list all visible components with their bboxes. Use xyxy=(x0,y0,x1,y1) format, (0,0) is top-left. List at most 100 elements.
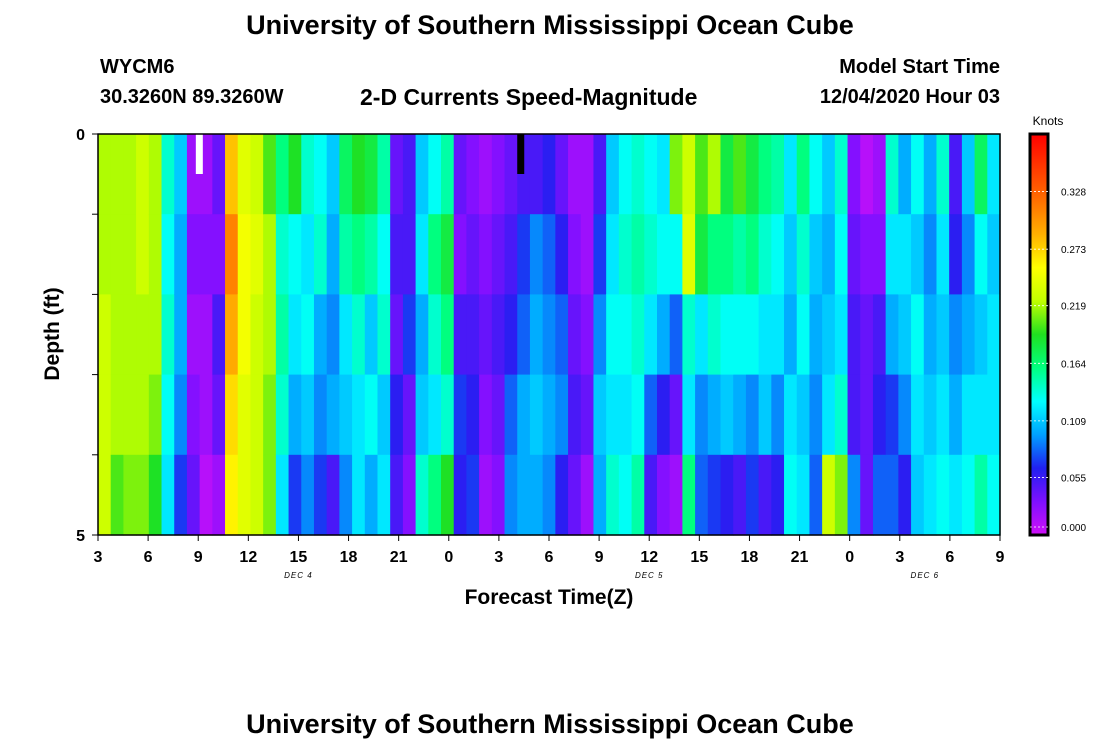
heatmap-cell xyxy=(352,214,366,295)
heatmap-cell xyxy=(593,374,607,456)
heatmap-cell xyxy=(656,294,671,376)
heatmap-cell xyxy=(961,294,976,376)
heatmap-cell xyxy=(390,214,404,295)
heatmap-cell xyxy=(911,134,925,215)
heatmap-cell xyxy=(669,214,683,295)
heatmap-cell xyxy=(847,374,861,456)
heatmap-cell xyxy=(364,214,379,295)
heatmap-cell xyxy=(644,214,658,295)
heatmap-cell xyxy=(136,374,150,456)
heatmap-cell xyxy=(834,294,849,376)
heatmap-cell xyxy=(606,374,620,456)
heatmap-cell xyxy=(237,454,252,536)
x-tick-label: 21 xyxy=(791,549,809,566)
heatmap-cell xyxy=(491,374,506,456)
heatmap-cell xyxy=(606,294,620,376)
x-axis-label: Forecast Time(Z) xyxy=(465,586,634,609)
x-tick-label: 12 xyxy=(640,549,658,566)
heatmap-cell xyxy=(669,294,683,376)
heatmap-cell xyxy=(974,134,988,215)
heatmap-cell xyxy=(275,454,290,536)
heatmap-cell xyxy=(339,454,353,536)
heatmap-cell xyxy=(364,294,379,376)
heatmap-cell xyxy=(402,454,417,536)
heatmap-cell xyxy=(479,454,493,536)
heatmap-cell xyxy=(275,214,290,295)
heatmap-cell xyxy=(987,454,1001,536)
heatmap-cell xyxy=(491,294,506,376)
heatmap-cell xyxy=(961,134,976,215)
colorbar-label: Knots xyxy=(1033,114,1064,128)
heatmap-cell xyxy=(504,374,518,456)
heatmap-cell xyxy=(441,214,455,295)
heatmap-cell xyxy=(745,294,760,376)
heatmap-cell xyxy=(860,294,874,376)
heatmap-cell xyxy=(237,134,252,215)
heatmap-cell xyxy=(682,454,696,536)
heatmap-cell xyxy=(568,214,582,295)
heatmap-cell xyxy=(631,214,645,295)
colorbar-tick-label: 0.109 xyxy=(1061,417,1086,428)
footer-title: University of Southern Mississippi Ocean… xyxy=(246,709,854,739)
heatmap-cell xyxy=(275,374,290,456)
heatmap-cell xyxy=(237,294,252,376)
heatmap-cell xyxy=(339,134,353,215)
heatmap-cell xyxy=(263,374,277,456)
x-tick-label: 0 xyxy=(444,549,453,566)
missing-data-marker xyxy=(195,134,203,174)
heatmap-cell xyxy=(885,134,899,215)
heatmap-cell xyxy=(860,454,874,536)
heatmap-cell xyxy=(568,374,582,456)
heatmap-cell xyxy=(923,134,938,215)
x-tick-label: 9 xyxy=(194,549,203,566)
heatmap-cell xyxy=(517,454,531,536)
heatmap-cell xyxy=(542,214,556,295)
heatmap-cell xyxy=(390,294,404,376)
heatmap-cell xyxy=(136,134,150,215)
heatmap-cell xyxy=(161,294,175,376)
heatmap-cell xyxy=(809,454,823,536)
heatmap-cell xyxy=(123,134,137,215)
heatmap-cell xyxy=(606,214,620,295)
heatmap-cells xyxy=(98,134,1001,536)
heatmap-cell xyxy=(161,454,175,536)
heatmap-cell xyxy=(644,454,658,536)
heatmap-cell xyxy=(784,454,798,536)
heatmap-cell xyxy=(263,134,277,215)
heatmap-cell xyxy=(885,214,899,295)
heatmap-cell xyxy=(745,214,760,295)
heatmap-cell xyxy=(339,374,353,456)
heatmap-cell xyxy=(707,134,722,215)
heatmap-cell xyxy=(186,454,201,536)
heatmap-cell xyxy=(199,214,213,295)
colorbar-tick-label: 0.328 xyxy=(1061,188,1086,199)
y-tick-label: 5 xyxy=(76,528,85,545)
heatmap-cell xyxy=(847,454,861,536)
heatmap-cell xyxy=(695,294,709,376)
heatmap-cell xyxy=(453,134,468,215)
x-tick-label: 15 xyxy=(290,549,308,566)
heatmap-cell xyxy=(974,374,988,456)
heatmap-cell xyxy=(771,134,785,215)
heatmap-cell xyxy=(136,454,150,536)
heatmap-cell xyxy=(186,374,201,456)
x-tick-label: 15 xyxy=(690,549,708,566)
heatmap-cell xyxy=(441,294,455,376)
heatmap-cell xyxy=(644,134,658,215)
heatmap-cell xyxy=(263,454,277,536)
heatmap-cell xyxy=(174,374,188,456)
heatmap-cell xyxy=(618,374,633,456)
heatmap-cell xyxy=(250,214,264,295)
heatmap-cell xyxy=(123,294,137,376)
heatmap-cell xyxy=(695,454,709,536)
heatmap-cell xyxy=(644,294,658,376)
heatmap-cell xyxy=(313,374,328,456)
heatmap-cell xyxy=(656,454,671,536)
colorbar-tick-label: 0.000 xyxy=(1061,523,1086,534)
heatmap-cell xyxy=(784,214,798,295)
heatmap-cell xyxy=(860,134,874,215)
heatmap-cell xyxy=(250,454,264,536)
heatmap-cell xyxy=(555,454,569,536)
heatmap-cell xyxy=(949,214,963,295)
heatmap-cell xyxy=(453,454,468,536)
